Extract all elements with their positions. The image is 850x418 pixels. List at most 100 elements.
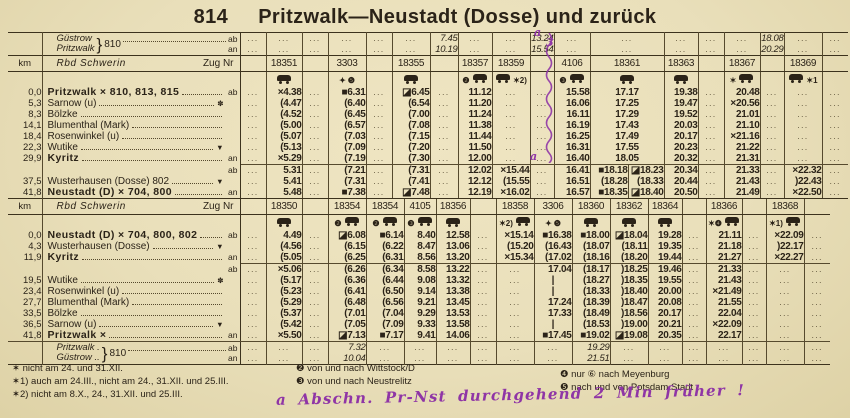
- time-cell: 16.25: [553, 131, 590, 142]
- spacer-cell: ...: [469, 252, 496, 264]
- train-number-header: 18354: [365, 198, 404, 215]
- spacer-cell: ...: [265, 353, 302, 365]
- time-cell: 16.31: [553, 142, 590, 153]
- train-number-header: [759, 55, 784, 72]
- ab-an-label: an: [228, 187, 238, 197]
- time-cell: 21.43: [705, 275, 742, 286]
- time-cell: 20.29: [759, 44, 784, 56]
- time-cell: 11.38: [457, 120, 492, 131]
- train-symbol-cell: [301, 214, 328, 230]
- connecting-line-number: 810: [104, 38, 121, 50]
- time-cell: 20.21: [647, 319, 682, 330]
- time-cell: ◪6.08: [327, 230, 366, 241]
- time-cell: 16.19: [553, 120, 590, 131]
- train-attribute-symbol: ❷: [372, 219, 380, 228]
- train-attribute-symbol: ❸: [407, 219, 415, 228]
- legend-line: ❸ von und nach Neustrelitz: [296, 376, 412, 387]
- spacer-cell: ...: [783, 142, 822, 153]
- time-cell: 19.47: [663, 98, 698, 109]
- spacer-cell: ...: [239, 353, 266, 365]
- time-cell: 17.49: [589, 131, 664, 142]
- spacer-cell: ...: [681, 252, 706, 264]
- spacer-cell: ...: [239, 109, 266, 120]
- spacer-cell: ...: [365, 120, 392, 131]
- time-cell: 19.44: [647, 252, 682, 264]
- train-number-header: [681, 198, 706, 215]
- train-number-header: [365, 55, 392, 72]
- time-cell: (18.16: [571, 252, 610, 264]
- station-row: 29,9 Kyritz an... ×5.29... (7.19... (7.30... 1…: [8, 153, 848, 165]
- time-cell: (6.34: [365, 263, 404, 275]
- train-attribute-symbol: ❺: [553, 219, 561, 228]
- spacer-cell: ...: [239, 98, 266, 109]
- spacer-cell: ...: [697, 187, 724, 199]
- train-symbol-cell: [239, 71, 266, 87]
- time-cell: 21.49: [723, 187, 760, 199]
- spacer-cell: ...: [697, 87, 724, 98]
- time-cell: (7.19: [327, 153, 366, 165]
- spacer-cell: ...: [365, 341, 404, 353]
- train-attribute-symbol: ❷: [462, 76, 470, 85]
- time-cell: 22.04: [705, 308, 742, 319]
- spacer-cell: ...: [803, 353, 830, 365]
- spacer-cell: ...: [469, 308, 496, 319]
- line-number: 814: [193, 6, 229, 28]
- spacer-cell: ...: [429, 187, 458, 199]
- time-cell: 11.20: [457, 98, 492, 109]
- station-cell: [42, 214, 241, 230]
- km-cell: 33,5: [8, 308, 43, 319]
- timetable-pritzwalk-neustadt: Güstrow Pritzwalk} 810 ab an................…: [8, 32, 848, 199]
- spacer-cell: ...: [301, 297, 328, 308]
- train-symbol-cell: [741, 214, 766, 230]
- time-cell: (7.31: [391, 164, 430, 176]
- spacer-cell: ...: [759, 187, 784, 199]
- spacer-cell: ...: [533, 353, 572, 365]
- legend-footnotes-routes-2: ❹ nur ⑥ nach Meyenburg ❺ nach und von Pot…: [560, 368, 693, 394]
- train-symbol-cell: [365, 71, 392, 87]
- spacer-cell: ...: [239, 230, 266, 241]
- time-cell: (18.17: [571, 263, 610, 275]
- ab-an-label: ab: [228, 164, 238, 175]
- spacer-cell: ...: [765, 275, 804, 286]
- spacer-cell: ...: [265, 341, 302, 353]
- lower-timetable-wrapper: km Rbd Schwerin Zug Nr 18350 18354 18354 4105 1…: [8, 198, 830, 365]
- station-name: Kyritz: [47, 153, 80, 165]
- spacer-cell: ...: [365, 87, 392, 98]
- time-cell: (5.13: [265, 142, 302, 153]
- train-attribute-symbol: ❸: [559, 76, 567, 85]
- spacer-cell: ...: [301, 353, 328, 365]
- km-cell: 19,5: [8, 275, 43, 286]
- spacer-cell: ...: [803, 319, 830, 330]
- time-cell: ×4.38: [265, 87, 302, 98]
- spacer-cell: ...: [765, 341, 804, 353]
- station-name: Neustadt (D) × 704, 800: [47, 187, 172, 198]
- spacer-cell: ...: [429, 87, 458, 98]
- spacer-cell: ...: [741, 330, 766, 342]
- km-cell: 41,8: [8, 187, 43, 199]
- km-cell: [8, 341, 43, 365]
- station-row: ab... 5.31... (7.21... (7.31... 12.02 ×15.44.…: [8, 164, 848, 176]
- admin-header: Rbd Schwerin Zug Nr: [42, 55, 241, 72]
- train-symbol-cell: [681, 214, 706, 230]
- km-cell: 23,4: [8, 286, 43, 297]
- spacer-cell: ...: [327, 44, 366, 56]
- time-cell: (6.26: [327, 263, 366, 275]
- railbus-icon: [496, 73, 511, 83]
- spacer-cell: ...: [681, 263, 706, 275]
- spacer-cell: ...: [469, 319, 496, 330]
- spacer-cell: ...: [589, 32, 664, 44]
- train-symbol-cell: ✶❹: [705, 214, 742, 230]
- spacer-cell: ...: [301, 131, 328, 142]
- time-cell: (7.03: [327, 131, 366, 142]
- time-cell: (18.39: [571, 297, 610, 308]
- time-cell: 21.33: [705, 263, 742, 275]
- spacer-cell: ...: [301, 308, 328, 319]
- train-number-header: 18358: [495, 198, 534, 215]
- zug-nr-label: Zug Nr: [202, 201, 234, 212]
- time-cell: ◪6.45: [391, 87, 430, 98]
- spacer-cell: ...: [741, 353, 766, 365]
- train-number-header: [821, 55, 848, 72]
- time-cell: 12.58: [435, 230, 470, 241]
- time-cell: (6.22: [365, 241, 404, 252]
- spacer-cell: ...: [469, 241, 496, 252]
